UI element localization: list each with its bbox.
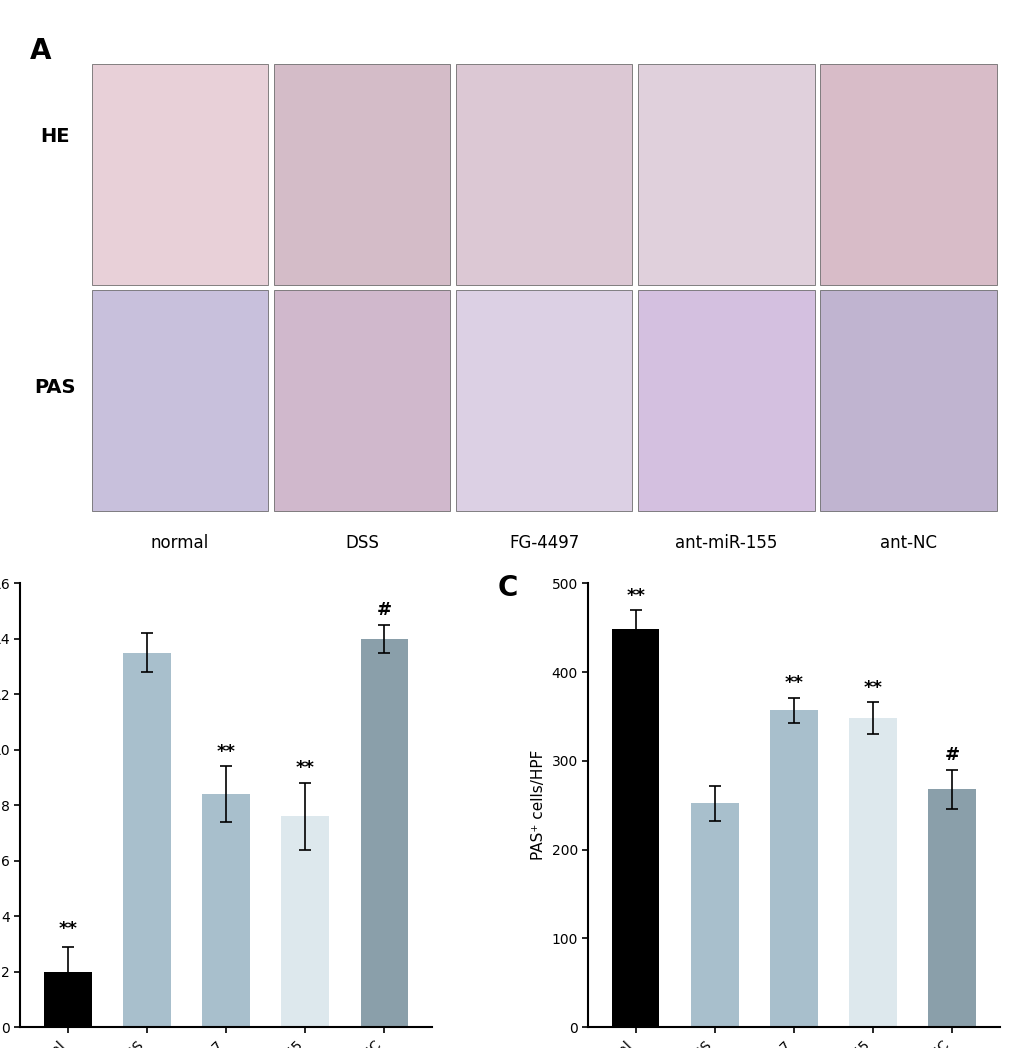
Text: **: **: [626, 587, 644, 605]
Text: DSS: DSS: [344, 534, 379, 552]
Text: #: #: [376, 602, 391, 619]
FancyBboxPatch shape: [455, 64, 632, 285]
Text: ant-NC: ant-NC: [879, 534, 936, 552]
FancyBboxPatch shape: [638, 289, 814, 510]
Text: #: #: [944, 746, 959, 764]
FancyBboxPatch shape: [92, 64, 268, 285]
Text: **: **: [58, 920, 77, 938]
FancyBboxPatch shape: [638, 64, 814, 285]
Bar: [769, 711, 817, 1027]
Bar: [927, 789, 975, 1027]
FancyBboxPatch shape: [819, 289, 996, 510]
Text: PAS: PAS: [34, 378, 75, 397]
Text: HE: HE: [40, 127, 69, 146]
Bar: [202, 794, 250, 1027]
Bar: [123, 653, 170, 1027]
Text: normal: normal: [151, 534, 209, 552]
Bar: [361, 638, 408, 1027]
Text: **: **: [863, 679, 881, 697]
Text: C: C: [497, 574, 518, 603]
Text: **: **: [784, 675, 803, 693]
Text: **: **: [216, 743, 235, 761]
FancyBboxPatch shape: [274, 289, 449, 510]
Bar: [849, 718, 896, 1027]
Text: **: **: [296, 760, 315, 778]
Text: FG-4497: FG-4497: [508, 534, 579, 552]
Bar: [44, 971, 92, 1027]
FancyBboxPatch shape: [92, 289, 268, 510]
Y-axis label: PAS⁺ cells/HPF: PAS⁺ cells/HPF: [530, 750, 545, 860]
FancyBboxPatch shape: [819, 64, 996, 285]
Text: ant-miR-155: ant-miR-155: [675, 534, 776, 552]
Text: A: A: [31, 37, 52, 65]
Bar: [281, 816, 329, 1027]
FancyBboxPatch shape: [455, 289, 632, 510]
Bar: [690, 804, 738, 1027]
Bar: [611, 630, 658, 1027]
FancyBboxPatch shape: [274, 64, 449, 285]
